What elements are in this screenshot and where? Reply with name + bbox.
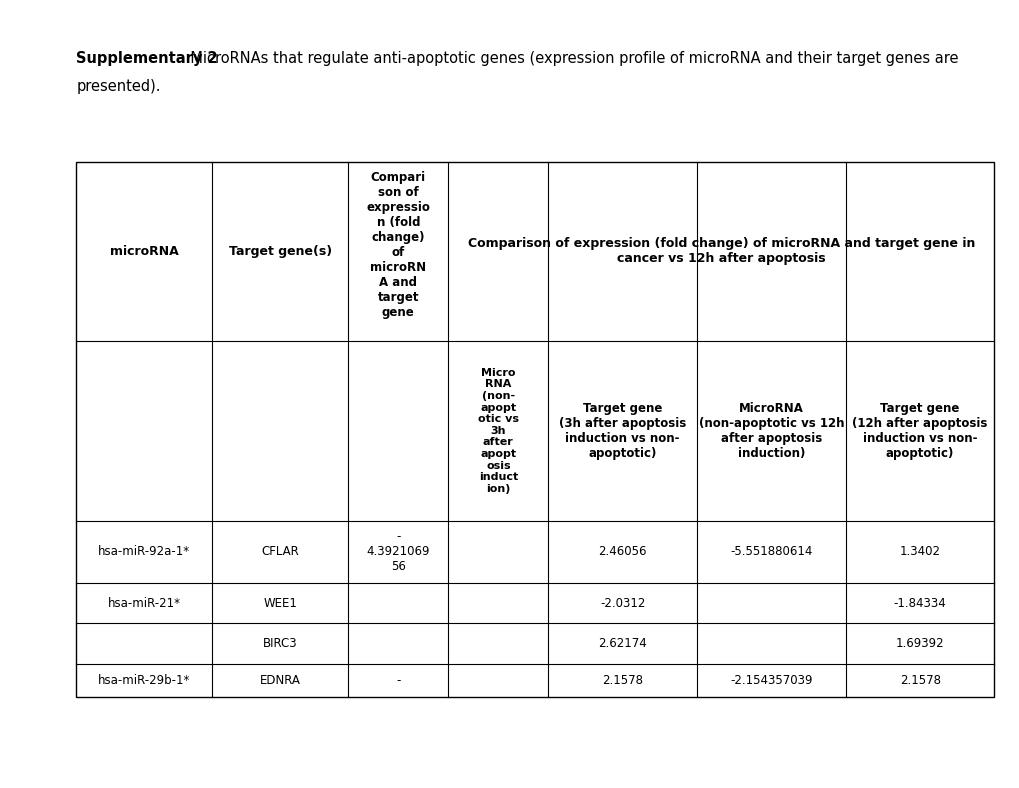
Text: 1.3402: 1.3402 bbox=[899, 545, 940, 559]
Text: hsa-miR-92a-1*: hsa-miR-92a-1* bbox=[98, 545, 191, 559]
Text: -: - bbox=[395, 674, 400, 687]
Text: 2.1578: 2.1578 bbox=[601, 674, 643, 687]
Text: -
4.3921069
56: - 4.3921069 56 bbox=[366, 530, 430, 574]
Text: -5.551880614: -5.551880614 bbox=[730, 545, 812, 559]
Text: Comparison of expression (fold change) of microRNA and target gene in
cancer vs : Comparison of expression (fold change) o… bbox=[468, 237, 974, 266]
Text: Compari
son of
expressio
n (fold
change)
of
microRN
A and
target
gene: Compari son of expressio n (fold change)… bbox=[366, 171, 430, 319]
Text: Target gene
(3h after apoptosis
induction vs non-
apoptotic): Target gene (3h after apoptosis inductio… bbox=[558, 402, 686, 460]
Text: . MicroRNAs that regulate anti-apoptotic genes (expression profile of microRNA a: . MicroRNAs that regulate anti-apoptotic… bbox=[180, 51, 957, 66]
Text: hsa-miR-21*: hsa-miR-21* bbox=[108, 597, 180, 610]
Text: BIRC3: BIRC3 bbox=[263, 637, 298, 650]
Text: 2.1578: 2.1578 bbox=[899, 674, 940, 687]
Text: microRNA: microRNA bbox=[110, 245, 178, 258]
Text: hsa-miR-29b-1*: hsa-miR-29b-1* bbox=[98, 674, 191, 687]
Text: CFLAR: CFLAR bbox=[261, 545, 299, 559]
Text: -2.154357039: -2.154357039 bbox=[730, 674, 812, 687]
Text: Supplementary 2: Supplementary 2 bbox=[76, 51, 218, 66]
Text: 2.62174: 2.62174 bbox=[598, 637, 646, 650]
Bar bbox=[76, 162, 994, 697]
Text: MicroRNA
(non-apoptotic vs 12h
after apoptosis
induction): MicroRNA (non-apoptotic vs 12h after apo… bbox=[698, 402, 844, 460]
Text: Target gene
(12h after apoptosis
induction vs non-
apoptotic): Target gene (12h after apoptosis inducti… bbox=[852, 402, 986, 460]
Text: Target gene(s): Target gene(s) bbox=[228, 245, 331, 258]
Text: 2.46056: 2.46056 bbox=[598, 545, 646, 559]
Text: 1.69392: 1.69392 bbox=[895, 637, 944, 650]
Text: presented).: presented). bbox=[76, 79, 161, 94]
Text: Micro
RNA
(non-
apopt
otic vs
3h
after
apopt
osis
induct
ion): Micro RNA (non- apopt otic vs 3h after a… bbox=[477, 368, 519, 494]
Text: EDNRA: EDNRA bbox=[260, 674, 301, 687]
Text: -1.84334: -1.84334 bbox=[893, 597, 946, 610]
Text: WEE1: WEE1 bbox=[263, 597, 297, 610]
Text: -2.0312: -2.0312 bbox=[599, 597, 645, 610]
